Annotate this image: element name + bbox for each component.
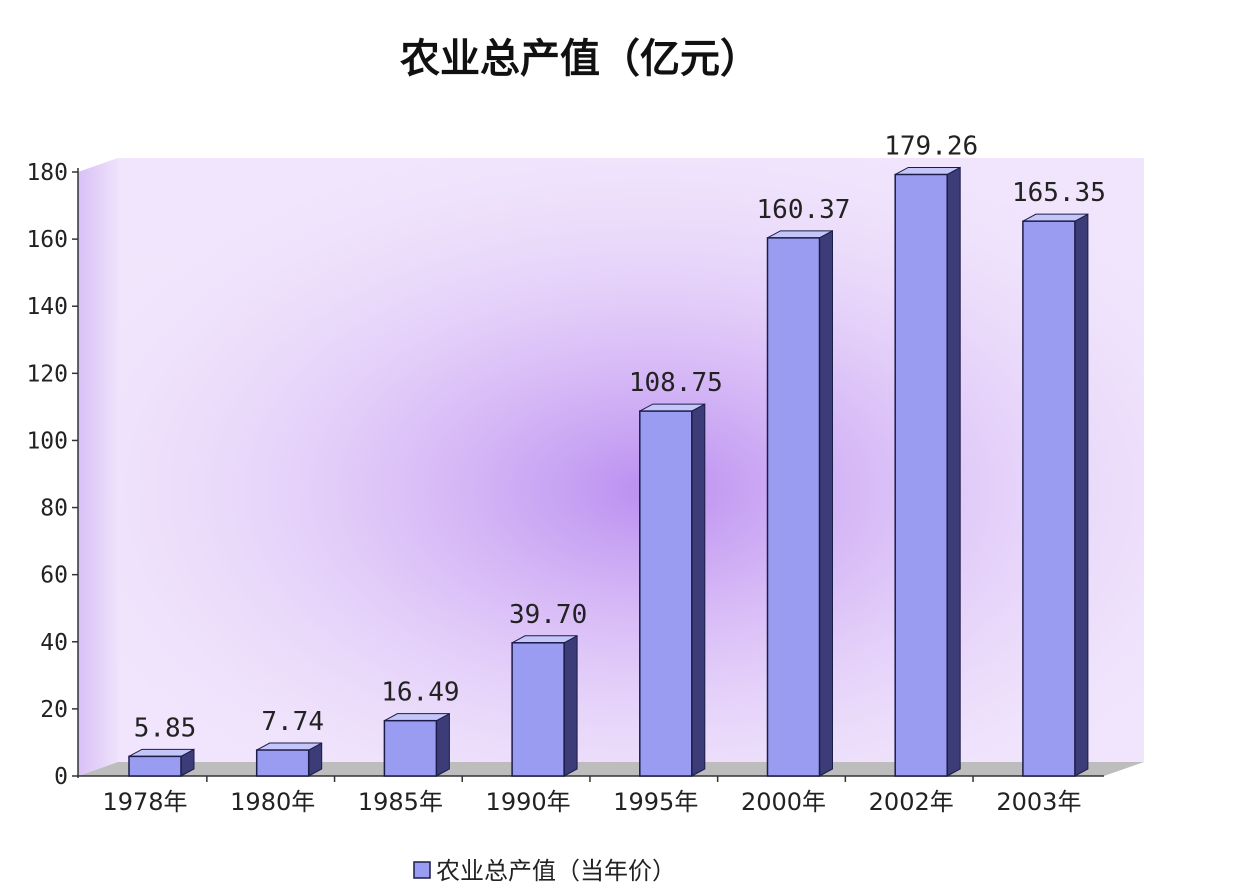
data-labels-group: 5.85 7.74 16.49 39.70 108.75 160.37 179.26 165.…: [134, 131, 1106, 743]
bar-2000年: [766, 230, 833, 777]
back-wall-glow: [118, 158, 1144, 762]
x-tick-label: 2002年: [869, 788, 954, 816]
bar-side: [819, 230, 833, 777]
x-tick-label: 2000年: [741, 788, 826, 816]
bar-side: [563, 634, 578, 777]
data-label: 165.35: [1012, 178, 1106, 208]
bar-2003年: [1022, 213, 1089, 777]
data-label: 179.26: [884, 131, 978, 161]
floor: [78, 762, 1144, 776]
x-tick-label: 2003年: [996, 788, 1081, 816]
bar-side: [435, 712, 450, 777]
y-tick-label: 160: [26, 227, 68, 253]
plot-background: [78, 158, 1144, 776]
x-tick-label: 1995年: [613, 788, 698, 816]
bar: [128, 755, 182, 777]
x-axis: 1978年 1980年 1985年 1990年 1995年 2000年 2002年 2003年: [78, 775, 1104, 816]
data-label: 108.75: [629, 368, 723, 398]
bar-side: [1074, 213, 1089, 777]
bar-1985年: [383, 712, 450, 777]
y-tick-label: 60: [40, 563, 68, 589]
y-tick-label: 80: [40, 496, 68, 522]
bar: [1022, 220, 1076, 777]
y-axis: 0 20 40 60 80 100 120 140 160 180: [26, 160, 79, 790]
data-label: 7.74: [261, 707, 324, 737]
x-tick-label: 1990年: [486, 788, 571, 816]
bar: [255, 749, 310, 777]
bar: [511, 642, 565, 777]
x-tick-label: 1985年: [358, 788, 443, 816]
legend: 农业总产值（当年价）: [413, 857, 676, 885]
y-tick-label: 100: [26, 428, 68, 454]
y-tick-label: 180: [26, 160, 68, 186]
bar: [639, 410, 693, 777]
bar: [766, 237, 821, 777]
data-label: 5.85: [134, 713, 197, 743]
bar: [383, 719, 438, 777]
x-tick-label: 1980年: [230, 788, 315, 816]
legend-label: 农业总产值（当年价）: [436, 857, 676, 885]
data-label: 160.37: [757, 195, 851, 225]
legend-swatch: [413, 861, 431, 879]
y-tick-label: 0: [54, 764, 68, 790]
bar-2002年: [894, 166, 961, 777]
y-tick-label: 140: [26, 294, 68, 320]
bar-1980年: [255, 742, 323, 777]
bar-1978年: [128, 748, 195, 777]
bars-group: [128, 166, 1089, 777]
y-tick-label: 40: [40, 630, 68, 656]
chart-title: 农业总产值（亿元）: [400, 35, 760, 82]
left-wall: [78, 158, 118, 776]
x-tick-label: 1978年: [102, 788, 187, 816]
data-label: 16.49: [381, 678, 459, 708]
data-label: 39.70: [509, 600, 587, 630]
bar: [894, 173, 948, 777]
bar-side: [946, 166, 961, 777]
y-tick-label: 120: [26, 361, 68, 387]
bar-side: [691, 403, 706, 777]
bar-1990年: [511, 634, 578, 777]
bar-1995年: [639, 403, 706, 777]
y-tick-label: 20: [40, 697, 68, 723]
